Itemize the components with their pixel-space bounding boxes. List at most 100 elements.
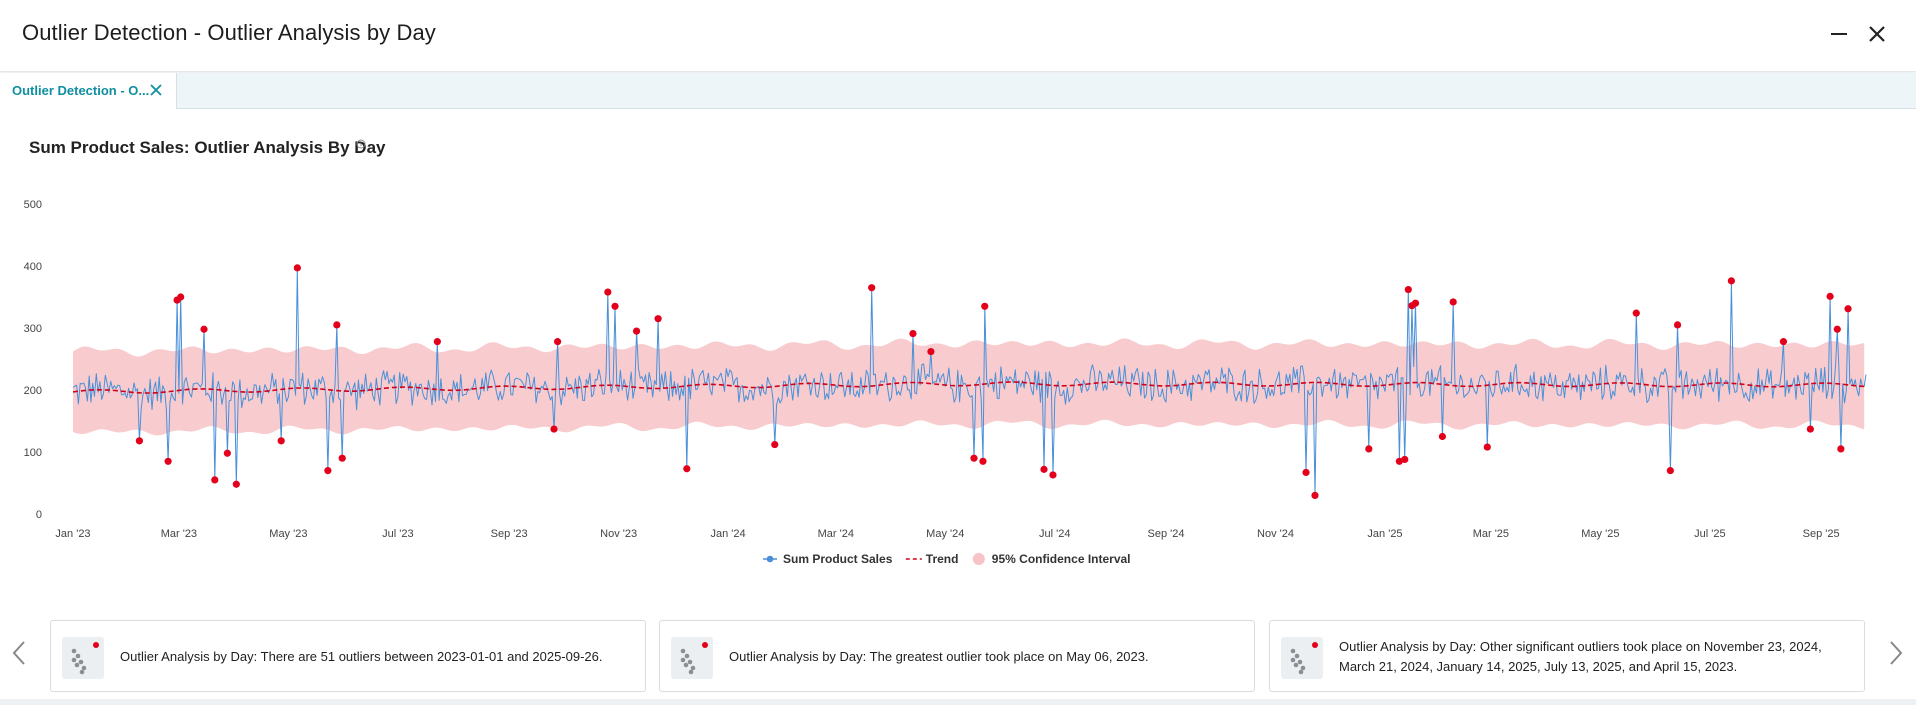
window-titlebar: Outlier Detection - Outlier Analysis by … [0,0,1916,72]
outlier-point [200,325,208,333]
x-tick-label: Jan '23 [55,528,90,540]
outlier-point [1302,468,1310,477]
x-tick-label: May '25 [1581,528,1619,540]
insight-text: Outlier Analysis by Day: The greatest ou… [729,649,1149,664]
outlier-point [1833,325,1841,333]
y-tick-label: 100 [24,447,42,459]
minimize-button[interactable] [1826,21,1852,47]
svg-text:Trend: Trend [926,552,959,566]
outlier-point [611,302,619,310]
outlier-point [927,347,935,356]
outlier-point [433,338,441,346]
outlier-point [771,440,779,449]
scatter-outlier-icon [62,637,104,679]
insight-card[interactable]: Outlier Analysis by Day: There are 51 ou… [50,620,646,692]
outlier-point [868,284,876,292]
outlier-point [333,321,341,329]
carousel-next-button[interactable] [1886,638,1906,668]
bottom-scroll-strip [0,699,1916,705]
outlier-point [1449,298,1457,306]
insight-card[interactable]: Outlier Analysis by Day: Other significa… [1269,620,1865,692]
y-tick-label: 500 [24,199,42,211]
x-tick-label: Jul '25 [1694,528,1725,540]
outlier-point [223,449,231,457]
legend-item: 95% Confidence Interval [972,552,1131,566]
x-tick-label: Nov '24 [1257,528,1294,540]
x-tick-label: Jul '23 [382,528,413,540]
window-title: Outlier Detection - Outlier Analysis by … [22,20,436,45]
outlier-point [1438,432,1447,441]
outlier-point [1673,321,1682,329]
x-tick-label: Mar '25 [1473,528,1509,540]
outlier-point [979,457,987,465]
x-tick-label: Sep '25 [1803,528,1840,540]
outlier-point [1779,338,1788,346]
insight-text: Outlier Analysis by Day: There are 51 ou… [120,649,603,664]
y-tick-label: 200 [24,385,42,397]
outlier-point [1632,309,1640,317]
chevron-left-icon [12,641,25,665]
outlier-point [293,264,301,272]
outlier-point [1844,305,1852,313]
outlier-point [1411,299,1420,307]
svg-text:Sum Product Sales: Sum Product Sales [783,552,893,566]
svg-text:95% Confidence Interval: 95% Confidence Interval [992,552,1131,566]
scatter-outlier-icon [1281,637,1323,679]
outlier-point [553,338,562,346]
outlier-point [1837,445,1845,453]
outlier-point [550,425,558,433]
outlier-point [1483,443,1491,451]
outlier-point [1365,445,1373,453]
outlier-point [232,480,240,488]
outlier-point [1826,292,1834,300]
outlier-point [1666,467,1674,475]
outlier-point [177,293,185,301]
chevron-right-icon [1890,641,1903,665]
outlier-chart[interactable]: 0 100 200 300 400 500 Jan '23 Mar '23 May '23 Ju… [0,180,1916,580]
x-tick-label: Nov '23 [600,528,637,540]
outlier-point [1311,491,1319,499]
y-tick-label: 300 [24,323,42,335]
info-icon[interactable] [356,139,366,149]
legend-item: Sum Product Sales [763,552,893,566]
y-tick-label: 0 [36,509,42,521]
outlier-point [277,437,285,445]
insight-card[interactable]: Outlier Analysis by Day: The greatest ou… [659,620,1255,692]
x-tick-label: Sep '24 [1148,528,1185,540]
y-tick-label: 400 [24,261,42,273]
outlier-point [211,476,219,484]
outlier-point [338,454,346,462]
outlier-point [1049,471,1057,479]
confidence-band [73,338,1865,436]
outlier-point [981,302,989,310]
tab-outlier-detection[interactable]: Outlier Detection - O... [0,73,177,109]
outlier-point [909,329,917,338]
close-window-button[interactable] [1864,21,1890,47]
outlier-point [135,437,144,445]
outlier-point [1806,425,1814,433]
outlier-point [1727,277,1735,285]
tab-close-button[interactable] [148,82,164,98]
x-tick-label: Sep '23 [491,528,528,540]
carousel-prev-button[interactable] [9,638,29,668]
x-tick-label: Jan '25 [1367,528,1402,540]
outlier-point [1404,285,1412,294]
outlier-point [164,457,172,465]
chart-title: Sum Product Sales: Outlier Analysis By D… [29,138,386,157]
x-tick-label: Jan '24 [711,528,746,540]
outlier-point [654,315,662,323]
x-tick-label: Mar '24 [818,528,854,540]
tab-label: Outlier Detection - O... [12,83,150,98]
outlier-point [970,454,978,462]
outlier-point [683,465,691,473]
legend-item: Trend [905,552,959,566]
x-tick-label: Jul '24 [1039,528,1070,540]
tab-bar: Outlier Detection - O... [0,73,1916,109]
x-tick-label: Mar '23 [161,528,197,540]
scatter-outlier-icon [671,637,713,679]
outlier-point [324,467,332,475]
close-icon [150,84,162,96]
minimize-icon [1831,33,1847,35]
x-tick-label: May '24 [926,528,964,540]
outlier-point [604,288,612,296]
